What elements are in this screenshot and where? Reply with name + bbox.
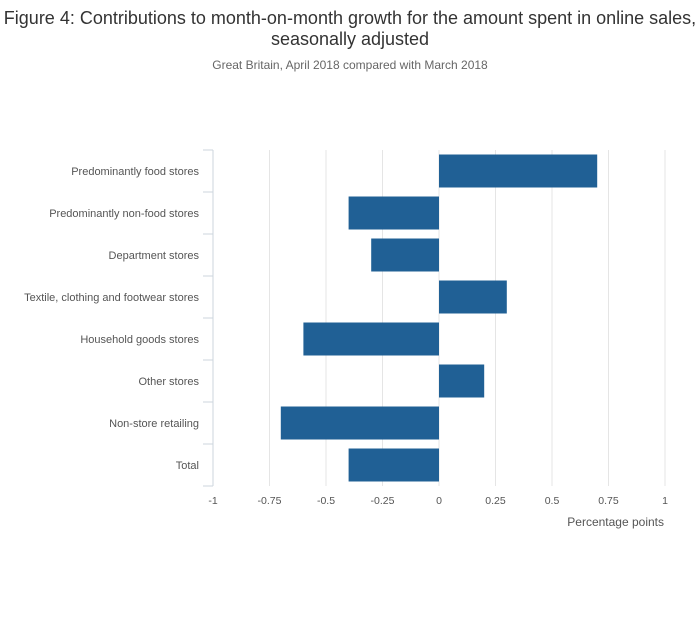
x-tick-label: -0.25 [371,495,395,507]
x-tick-label: 0.25 [485,495,506,507]
y-axis [203,149,214,487]
bar [439,154,598,188]
category-labels: Predominantly food stores Predominantly n… [24,166,199,472]
x-axis-title: Percentage points [567,515,664,529]
x-tick-label: -0.75 [258,495,282,507]
chart-subtitle: Great Britain, April 2018 compared with … [212,58,488,72]
gridlines [269,150,666,486]
x-tick-labels: -1 -0.75 -0.5 -0.25 0 0.25 0.5 0.75 1 [208,495,668,507]
x-tick-label: 0 [436,495,442,507]
category-label: Predominantly non-food stores [49,208,199,220]
category-label: Total [176,460,199,472]
x-tick-label: 0.75 [598,495,619,507]
bar [303,322,439,356]
x-tick-label: 1 [662,495,668,507]
bar [439,364,485,398]
category-label: Predominantly food stores [71,166,199,178]
category-label: Textile, clothing and footwear stores [24,292,199,304]
category-label: Department stores [109,250,200,262]
x-tick-label: 0.5 [545,495,560,507]
x-tick-label: -0.5 [317,495,335,507]
bars [280,154,598,482]
category-label: Non-store retailing [109,418,199,430]
x-tick-label: -1 [208,495,217,507]
bar [348,196,439,230]
category-label: Other stores [138,376,199,388]
bar [348,448,439,482]
chart-title: Figure 4: Contributions to month-on-mont… [3,8,697,49]
bar [371,238,439,272]
bar [439,280,507,314]
bar [280,406,439,440]
category-label: Household goods stores [80,334,199,346]
